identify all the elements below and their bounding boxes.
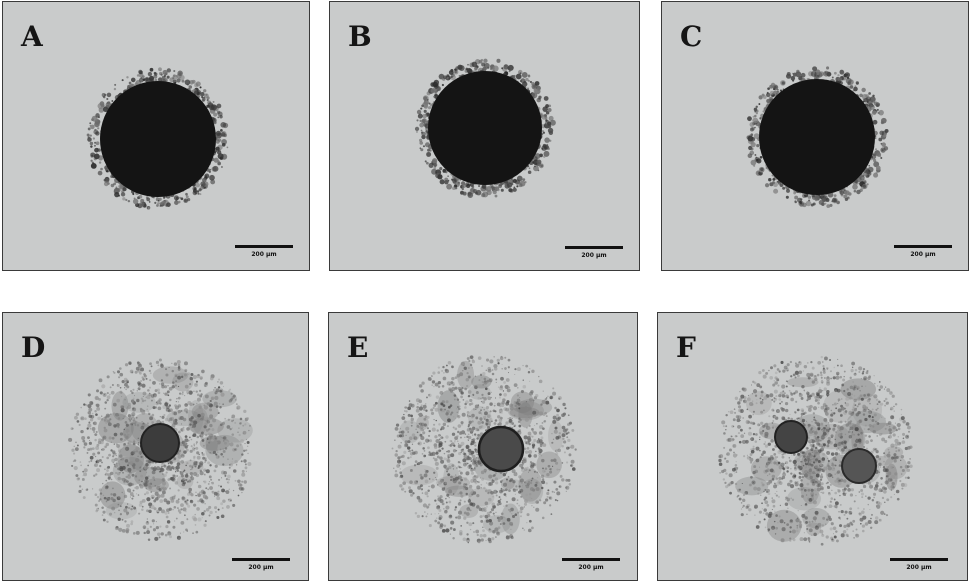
spheroid-core [759, 79, 875, 195]
panel-b: B 200 μm [329, 1, 640, 271]
scale-bar-label: 200 μm [248, 564, 274, 571]
scale-bar [562, 558, 620, 561]
panel-label: D [21, 331, 46, 364]
scale-bar [232, 558, 290, 561]
cell-aggregate [774, 420, 808, 454]
scale-bar-label: 200 μm [251, 251, 277, 258]
scale-bar [235, 245, 293, 248]
scale-bar [890, 558, 948, 561]
panel-c: C 200 μm [661, 1, 969, 271]
scale-bar [894, 245, 952, 248]
panel-e: E 200 μm [328, 312, 638, 581]
cell-aggregate [477, 425, 525, 473]
scale-bar-label: 200 μm [910, 251, 936, 258]
panel-label: E [347, 331, 369, 364]
panel-label: F [676, 331, 696, 364]
scale-bar-label: 200 μm [906, 564, 932, 571]
panel-c-image [746, 66, 889, 208]
panel-a: A 200 μm [2, 1, 310, 271]
panel-label: A [21, 20, 43, 53]
panel-d: D 200 μm [2, 312, 309, 581]
panel-label: B [348, 20, 372, 53]
cell-aggregate [140, 423, 180, 463]
spheroid-core [100, 81, 216, 197]
cell-aggregate [841, 448, 877, 484]
scale-bar-label: 200 μm [578, 564, 604, 571]
panel-d-image [68, 358, 253, 542]
panel-f: F 200 μm [657, 312, 968, 581]
panel-f-image [718, 355, 913, 546]
panel-b-image [414, 58, 556, 199]
panel-e-image [391, 355, 577, 544]
panel-label: C [680, 20, 703, 53]
scale-bar [565, 246, 623, 249]
scale-bar-label: 200 μm [581, 252, 607, 259]
panel-a-image [86, 67, 229, 210]
spheroid-core [428, 71, 542, 185]
